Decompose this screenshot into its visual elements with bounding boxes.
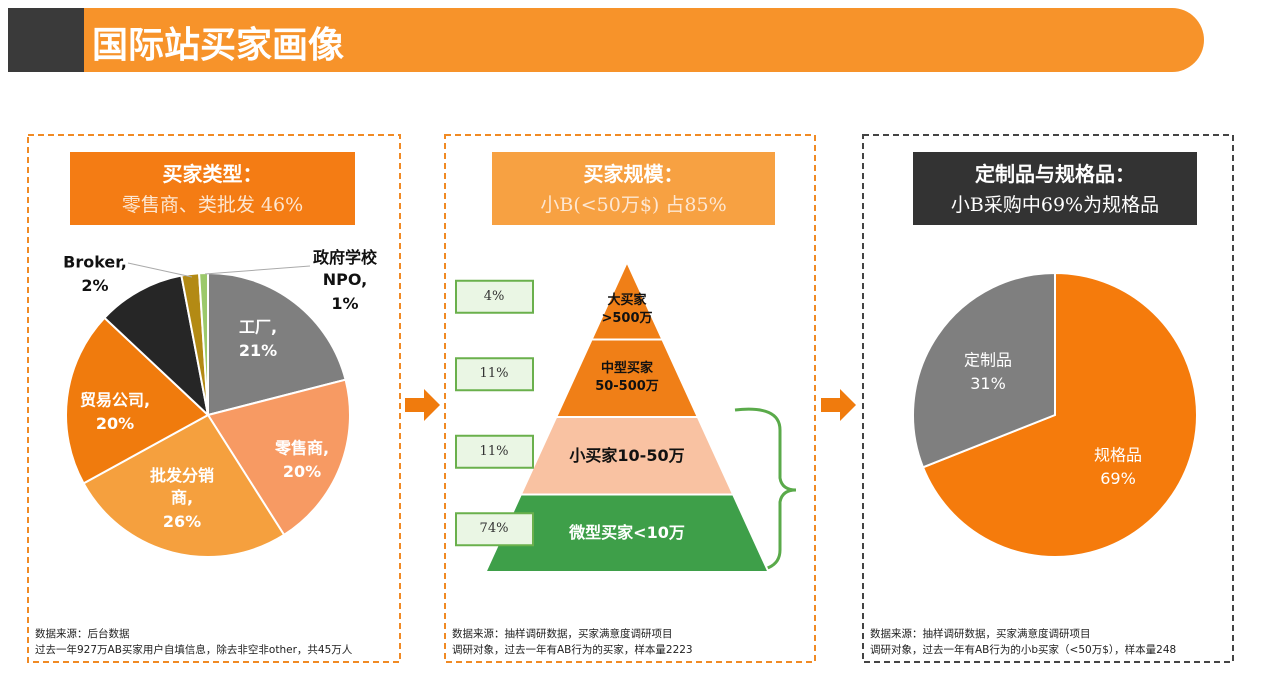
subheading: 小B(<50万$) 占85% (540, 194, 727, 216)
slice-label: 零售商, (274, 438, 330, 458)
source-note: 数据来源：抽样调研数据，买家满意度调研项目 (870, 628, 1091, 640)
slice-value: 31% (970, 373, 1006, 393)
slice-value: 69% (1100, 468, 1136, 488)
slice-value: 20% (282, 461, 322, 481)
subheading: 小B采购中69%为规格品 (950, 194, 1160, 216)
brace (734, 407, 797, 573)
value-label: 11% (479, 443, 509, 459)
arrow (821, 389, 856, 421)
panel (444, 134, 816, 663)
layer-label: 中型买家 50-500万 (595, 361, 659, 395)
layer-label: 大买家 >500万 (601, 292, 653, 327)
value-box (455, 279, 534, 314)
pie-slice (82, 413, 286, 558)
title-block (8, 8, 84, 72)
layer-label: 微型买家<10万 (569, 523, 685, 543)
layer-label: 小买家10-50万 (569, 445, 685, 465)
value-box (455, 434, 534, 469)
slice-label: 规格品 (1093, 445, 1143, 465)
page-title: 国际站买家画像 (92, 25, 345, 66)
pie-slice (921, 271, 1198, 558)
slice-label: 政府学校 NPO, (312, 248, 378, 290)
heading: 买家规模： (583, 162, 684, 186)
value-box (455, 512, 534, 547)
pie-slice (206, 378, 351, 537)
source-note: 调研对象，过去一年有AB行为的小b买家（<50万$），样本量248 (870, 644, 1177, 656)
heading-box (913, 152, 1197, 225)
value-box (455, 357, 534, 392)
subheading: 零售商、类批发 46% (121, 194, 304, 216)
heading: 买家类型： (162, 162, 263, 186)
source-note: 数据来源：后台数据 (35, 628, 130, 640)
arrow (405, 389, 440, 421)
panel (862, 134, 1234, 663)
slice-label: 工厂, (238, 317, 278, 337)
slice-label: 定制品 (963, 350, 1013, 370)
slice-value: 1% (331, 293, 359, 313)
slice-value: 21% (238, 340, 278, 360)
slice-label: 批发分销 商, (149, 466, 215, 508)
pie-slice (65, 316, 210, 485)
slice-value: 2% (81, 275, 109, 295)
pie-slice (103, 274, 210, 418)
panel (27, 134, 401, 663)
slice-value: 20% (95, 413, 135, 433)
title-bar (84, 8, 1204, 72)
slice-label: 贸易公司, (79, 390, 151, 410)
value-label: 74% (479, 521, 509, 537)
pie-slice (207, 271, 347, 417)
heading: 定制品与规格品： (975, 162, 1135, 186)
source-note: 过去一年927万AB买家用户自填信息，除去非空非other，共45万人 (35, 644, 353, 656)
slice-value: 26% (162, 511, 202, 531)
heading-box (492, 152, 775, 225)
source-note: 数据来源：抽样调研数据，买家满意度调研项目 (452, 628, 673, 640)
leader-line (204, 265, 311, 275)
value-label: 4% (483, 288, 505, 304)
value-label: 11% (479, 366, 509, 382)
heading-box (70, 152, 355, 225)
source-note: 调研对象，过去一年有AB行为的买家，样本量2223 (452, 644, 693, 656)
slice-label: Broker, (63, 252, 127, 272)
pie-slice (912, 271, 1056, 469)
leader-line (127, 262, 193, 278)
pie-slice (198, 271, 209, 416)
